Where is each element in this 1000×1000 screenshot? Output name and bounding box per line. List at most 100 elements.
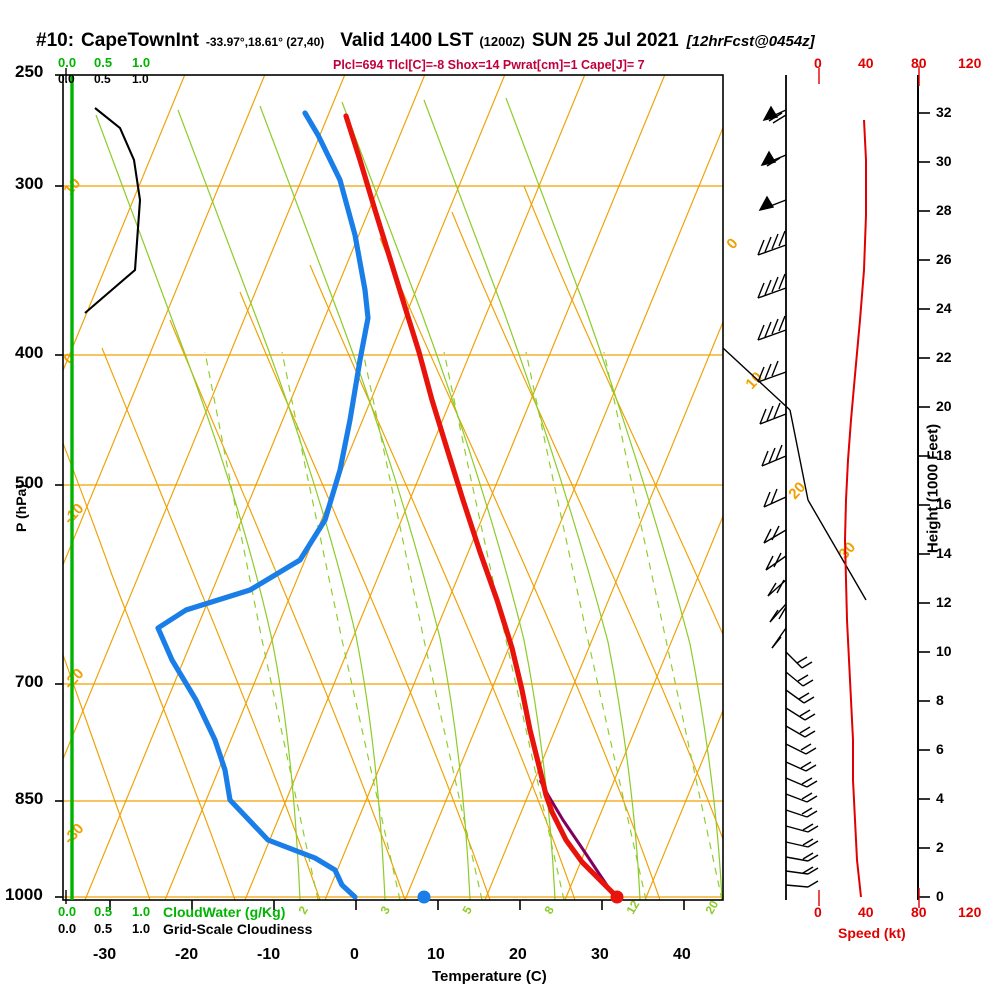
cloudiness-tick-05: 0.5: [94, 921, 113, 936]
speed-tick-120: 120: [958, 904, 982, 920]
speed-top-tick-120: 120: [958, 55, 982, 71]
svg-text:8: 8: [541, 903, 557, 916]
cloudwater-tick-05: 0.5: [94, 904, 113, 919]
cloudiness-top-tick-0: 0.0: [58, 72, 75, 86]
height-tick-4: 4: [936, 790, 944, 806]
cloudwater-top-tick-0: 0.0: [58, 55, 77, 70]
height-tick-8: 8: [936, 692, 944, 708]
temperature-curve: [343, 113, 620, 900]
height-tick-10: 10: [936, 643, 952, 659]
speed-tick-80: 80: [911, 904, 927, 920]
pressure-axis-label: P (hPa): [13, 484, 29, 532]
height-tick-32: 32: [936, 104, 952, 120]
cloudiness-axis-label: Grid-Scale Cloudiness: [163, 921, 313, 937]
height-tick-24: 24: [936, 300, 952, 316]
temp-tick-0: 0: [350, 946, 359, 963]
speed-top-tick-40: 40: [858, 55, 874, 71]
valid-time-utc: (1200Z): [479, 34, 525, 49]
speed-top-tick-0: 0: [814, 55, 822, 71]
svg-text:-20: -20: [60, 665, 87, 692]
speed-tick-40: 40: [858, 904, 874, 920]
wind-speed-curve: [844, 119, 867, 898]
valid-date: SUN 25 Jul 2021: [531, 30, 679, 51]
pressure-tick-300: 300: [15, 174, 44, 193]
height-tick-18: 18: [936, 447, 952, 463]
pressure-tick-500: 500: [15, 473, 44, 492]
temp-tick-30: 30: [591, 946, 609, 963]
temperature-surface-marker: [610, 890, 624, 904]
header-title-row: #10: CapeTownInt -33.97°,18.61° (27,40) …: [36, 30, 815, 52]
cloudwater-tick-1: 1.0: [132, 904, 151, 919]
wind-barbs: [757, 105, 819, 888]
moist-adiabat-lines: [95, 97, 723, 900]
height-tick-2: 2: [936, 839, 944, 855]
temp-tick--20: -20: [175, 946, 199, 963]
pressure-tick-700: 700: [15, 672, 44, 691]
height-tick-26: 26: [936, 251, 952, 267]
pressure-tick-1000: 1000: [5, 885, 43, 904]
station-coords: -33.97°,18.61° (27,40): [205, 35, 325, 49]
cloudiness-top-tick-05: 0.5: [94, 72, 111, 86]
height-tick-12: 12: [936, 594, 952, 610]
temp-tick-40: 40: [673, 946, 691, 963]
temp-tick-10: 10: [427, 946, 445, 963]
height-axis-label: Height (1000 Feet): [924, 423, 942, 554]
temp-tick--30: -30: [93, 946, 117, 963]
cloudiness-tick-0: 0.0: [58, 921, 77, 936]
pressure-tick-250: 250: [15, 62, 44, 81]
height-tick-22: 22: [936, 349, 952, 365]
speed-axis-label: Speed (kt): [838, 925, 906, 941]
height-axis: [917, 75, 930, 900]
svg-text:-10: -10: [60, 500, 87, 527]
svg-text:20: 20: [702, 898, 721, 917]
height-tick-6: 6: [936, 741, 944, 757]
svg-text:3: 3: [377, 903, 393, 916]
svg-text:5: 5: [459, 903, 475, 916]
pressure-tick-400: 400: [15, 343, 44, 362]
height-tick-28: 28: [936, 202, 952, 218]
dewpoint-curve: [155, 110, 371, 900]
wind-barb-panel: [757, 75, 819, 900]
stability-indices: Plcl=694 Tlcl[C]=-8 Shox=14 Pwrat[cm]=1 …: [333, 58, 645, 72]
cloudiness-curve: [84, 107, 142, 314]
pressure-tick-850: 850: [15, 789, 44, 808]
dewpoint-surface-marker: [417, 890, 431, 904]
temp-tick-20: 20: [509, 946, 527, 963]
height-tick-14: 14: [936, 545, 952, 561]
height-tick-30: 30: [936, 153, 952, 169]
height-tick-16: 16: [936, 496, 952, 512]
station-id: #10:: [36, 30, 75, 51]
pressure-ticks: [55, 74, 63, 898]
forecast-tag: [12hrFcst@0454z]: [686, 33, 815, 50]
cloudiness-tick-1: 1.0: [132, 921, 151, 936]
svg-text:-30: -30: [60, 820, 87, 847]
plot-frame: [62, 74, 867, 901]
speed-scale-ticks: [818, 66, 920, 908]
cloudwater-axis-label: CloudWater (g/Kg): [163, 904, 286, 920]
dry-adiabat-lines: [63, 185, 723, 900]
temperature-axis-label: Temperature (C): [432, 968, 547, 985]
svg-text:12: 12: [623, 898, 642, 917]
station-name: CapeTownInt: [81, 30, 199, 51]
cloudiness-top-tick-1: 1.0: [132, 72, 149, 86]
isotherm-lines: [63, 75, 723, 900]
isobar-lines: [63, 185, 723, 898]
skewt-grid: [63, 75, 723, 900]
valid-time-label: Valid 1400 LST: [340, 30, 474, 51]
cloudwater-top-tick-05: 0.5: [94, 55, 113, 70]
svg-text:0: 0: [723, 235, 741, 253]
speed-top-tick-80: 80: [911, 55, 927, 71]
temperature-ticks: [109, 900, 685, 910]
height-tick-0: 0: [936, 888, 944, 904]
mixing-ratio-lines: [204, 351, 723, 900]
svg-text:30: 30: [835, 539, 859, 563]
cloudwater-tick-0: 0.0: [58, 904, 77, 919]
svg-text:2: 2: [295, 903, 311, 916]
speed-tick-0: 0: [814, 904, 822, 920]
height-tick-20: 20: [936, 398, 952, 414]
isotherm-edge-labels: 10 0 -10 -20 -30 0 10 20 30: [60, 175, 859, 848]
temp-tick--10: -10: [257, 946, 281, 963]
cloudwater-top-tick-1: 1.0: [132, 55, 151, 70]
